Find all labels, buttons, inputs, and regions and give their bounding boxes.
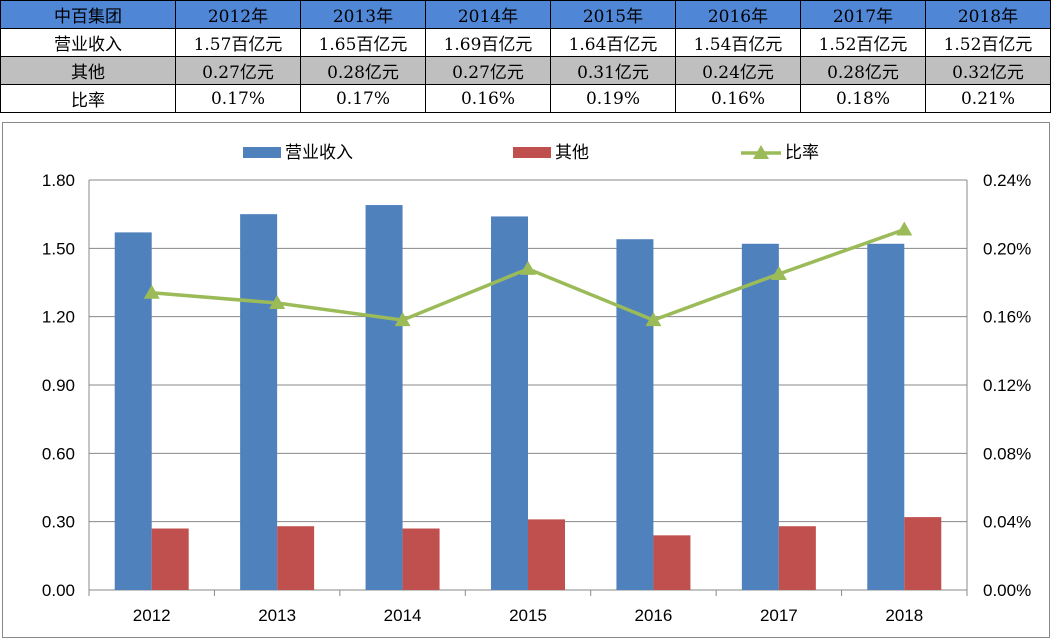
ratio-marker: [645, 312, 662, 327]
bar-other: [904, 517, 942, 590]
header-cell: 2016年: [675, 0, 801, 29]
ratio-marker: [520, 260, 536, 275]
table-cell: 1.65百亿元: [300, 28, 426, 57]
header-cell: 2018年: [925, 0, 1051, 29]
bar-other: [528, 519, 565, 590]
y-tick-label: 1.80: [42, 171, 75, 190]
bar-revenue: [867, 243, 905, 590]
table-cell: 0.27亿元: [175, 56, 301, 85]
table-cell: 营业收入: [0, 28, 176, 57]
table-cell: 0.18%: [800, 84, 926, 113]
table-cell: 1.54百亿元: [675, 28, 801, 57]
x-tick-label: 2015: [509, 606, 547, 625]
y-tick-label: 1.50: [42, 239, 75, 258]
table-cell: 0.27亿元: [425, 56, 551, 85]
table-row: 其他 0.27亿元 0.28亿元 0.27亿元 0.31亿元 0.24亿元 0.…: [0, 56, 1051, 85]
bar-other: [277, 526, 315, 590]
table-cell: 比率: [0, 84, 176, 113]
table-cell: 1.69百亿元: [425, 28, 551, 57]
legend-swatch-revenue: [243, 147, 281, 158]
legend-label: 其他: [555, 143, 589, 162]
table-cell: 0.17%: [175, 84, 301, 113]
table-cell: 0.16%: [425, 84, 551, 113]
table-cell: 0.21%: [925, 84, 1051, 113]
bar-other: [402, 528, 440, 590]
header-cell: 2014年: [425, 0, 551, 29]
y2-tick-label: 0.24%: [983, 171, 1031, 190]
y2-tick-label: 0.04%: [983, 513, 1031, 532]
table-cell: 1.52百亿元: [925, 28, 1051, 57]
x-tick-label: 2013: [258, 606, 296, 625]
table-cell: 其他: [0, 56, 176, 85]
x-tick-label: 2012: [133, 606, 171, 625]
y2-tick-label: 0.12%: [983, 376, 1031, 395]
table-row: 比率 0.17% 0.17% 0.16% 0.19% 0.16% 0.18% 0…: [0, 84, 1051, 113]
header-cell: 2012年: [175, 0, 301, 29]
legend-swatch-other: [513, 147, 551, 158]
x-tick-label: 2017: [760, 606, 798, 625]
ratio-marker: [896, 221, 913, 236]
table-cell: 0.24亿元: [675, 56, 801, 85]
y-tick-label: 0.30: [42, 513, 75, 532]
bar-revenue: [240, 214, 278, 590]
table-cell: 0.16%: [675, 84, 801, 113]
bar-revenue: [365, 205, 403, 591]
table-cell: 1.57百亿元: [175, 28, 301, 57]
data-table: 中百集团 2012年 2013年 2014年 2015年 2016年 2017年…: [0, 0, 1051, 113]
table-header-row: 中百集团 2012年 2013年 2014年 2015年 2016年 2017年…: [0, 0, 1051, 29]
bar-revenue: [491, 216, 528, 590]
y-tick-label: 0.60: [42, 444, 75, 463]
bar-other: [151, 528, 189, 590]
y2-tick-label: 0.08%: [983, 444, 1031, 463]
table-cell: 1.52百亿元: [800, 28, 926, 57]
y-tick-label: 0.00: [42, 581, 75, 600]
y2-tick-label: 0.20%: [983, 239, 1031, 258]
y-tick-label: 0.90: [42, 376, 75, 395]
header-cell: 2015年: [550, 0, 676, 29]
legend-label: 营业收入: [285, 143, 353, 162]
ratio-marker: [143, 284, 160, 299]
table-row: 营业收入 1.57百亿元 1.65百亿元 1.69百亿元 1.64百亿元 1.5…: [0, 28, 1051, 57]
y2-tick-label: 0.16%: [983, 308, 1031, 327]
table-cell: 0.32亿元: [925, 56, 1051, 85]
table-cell: 0.19%: [550, 84, 676, 113]
header-cell: 2017年: [800, 0, 926, 29]
bar-revenue: [114, 232, 152, 590]
bar-other: [778, 526, 816, 590]
x-tick-label: 2014: [384, 606, 422, 625]
y2-tick-label: 0.00%: [983, 581, 1031, 600]
legend-label: 比率: [785, 143, 819, 162]
header-cell: 2013年: [300, 0, 426, 29]
legend-marker-ratio: [753, 145, 769, 159]
table-cell: 0.28亿元: [300, 56, 426, 85]
ratio-marker: [269, 295, 286, 309]
bar-other: [653, 535, 691, 590]
bar-revenue: [741, 243, 779, 590]
x-tick-label: 2016: [635, 606, 673, 625]
bar-revenue: [616, 239, 654, 590]
combo-chart: 0.00 0.00% 0.30 0.04% 0.60 0.08% 0.90 0.12% 1.20…: [42, 143, 1031, 625]
ratio-marker: [770, 265, 787, 280]
ratio-marker: [394, 312, 411, 327]
table-cell: 0.28亿元: [800, 56, 926, 85]
header-cell: 中百集团: [0, 0, 176, 29]
chart-area: 0.00 0.00% 0.30 0.04% 0.60 0.08% 0.90 0.12% 1.20…: [2, 122, 1050, 638]
table-cell: 0.31亿元: [550, 56, 676, 85]
y-tick-label: 1.20: [42, 308, 75, 327]
x-tick-label: 2018: [885, 606, 923, 625]
table-cell: 1.64百亿元: [550, 28, 676, 57]
table-cell: 0.17%: [300, 84, 426, 113]
